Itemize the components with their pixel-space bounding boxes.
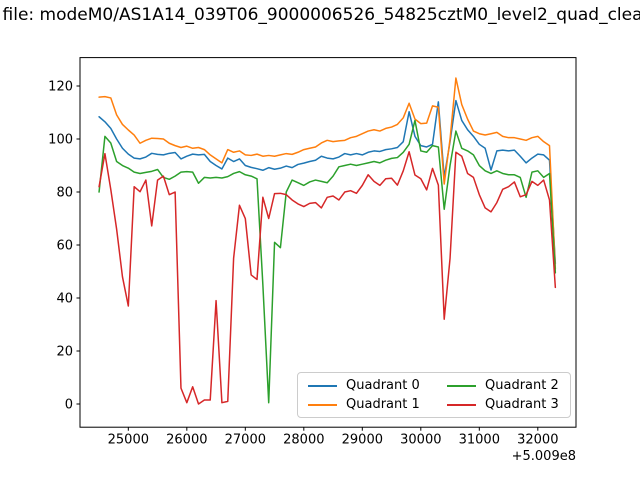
x-tick-label: 27000 — [225, 433, 266, 448]
legend-entry-label: Quadrant 2 — [485, 378, 559, 393]
legend-entry-quadrant-2: Quadrant 2 — [447, 376, 560, 395]
y-tick-label: 60 — [56, 239, 73, 254]
x-tick-label: 28000 — [283, 433, 324, 448]
legend-entry-quadrant-1: Quadrant 1 — [308, 395, 421, 414]
series-line-quadrant-3 — [98, 150, 557, 405]
y-tick-label: 0 — [65, 398, 73, 413]
x-tick-label: 30000 — [400, 433, 441, 448]
y-tick-label: 20 — [56, 345, 73, 360]
legend-entry-label: Quadrant 1 — [346, 397, 420, 412]
series-line-quadrant-1 — [98, 77, 557, 270]
chart-title-clip: a file: modeM0/AS1A14_039T06_9000006526_… — [0, 5, 640, 29]
axes-frame — [79, 57, 577, 428]
y-tick-label: 80 — [56, 186, 73, 201]
x-tick-label: 31000 — [459, 433, 500, 448]
x-tick-label: 25000 — [108, 433, 149, 448]
x-tick-label: 26000 — [166, 433, 207, 448]
chart-title: a file: modeM0/AS1A14_039T06_9000006526_… — [0, 5, 640, 25]
legend-line-sample-quadrant-2 — [447, 384, 476, 387]
legend-line-sample-quadrant-1 — [308, 403, 337, 406]
x-axis-offset-label: +5.009e8 — [511, 449, 576, 464]
series-line-quadrant-2 — [98, 119, 557, 404]
y-tick-label: 100 — [48, 133, 73, 148]
legend-line-sample-quadrant-3 — [447, 403, 476, 406]
legend-entry-label: Quadrant 3 — [485, 397, 559, 412]
x-tick-label: 32000 — [517, 433, 558, 448]
legend-entry-quadrant-0: Quadrant 0 — [308, 376, 421, 395]
legend: Quadrant 0 Quadrant 1 Quadrant 2 Quadran… — [297, 372, 571, 418]
legend-entry-label: Quadrant 0 — [346, 378, 420, 393]
legend-entry-quadrant-3: Quadrant 3 — [447, 395, 560, 414]
y-tick-label: 40 — [56, 292, 73, 307]
y-tick-label: 120 — [48, 80, 73, 95]
series-line-quadrant-0 — [98, 99, 557, 265]
legend-line-sample-quadrant-0 — [308, 384, 337, 387]
x-tick-label: 29000 — [342, 433, 383, 448]
